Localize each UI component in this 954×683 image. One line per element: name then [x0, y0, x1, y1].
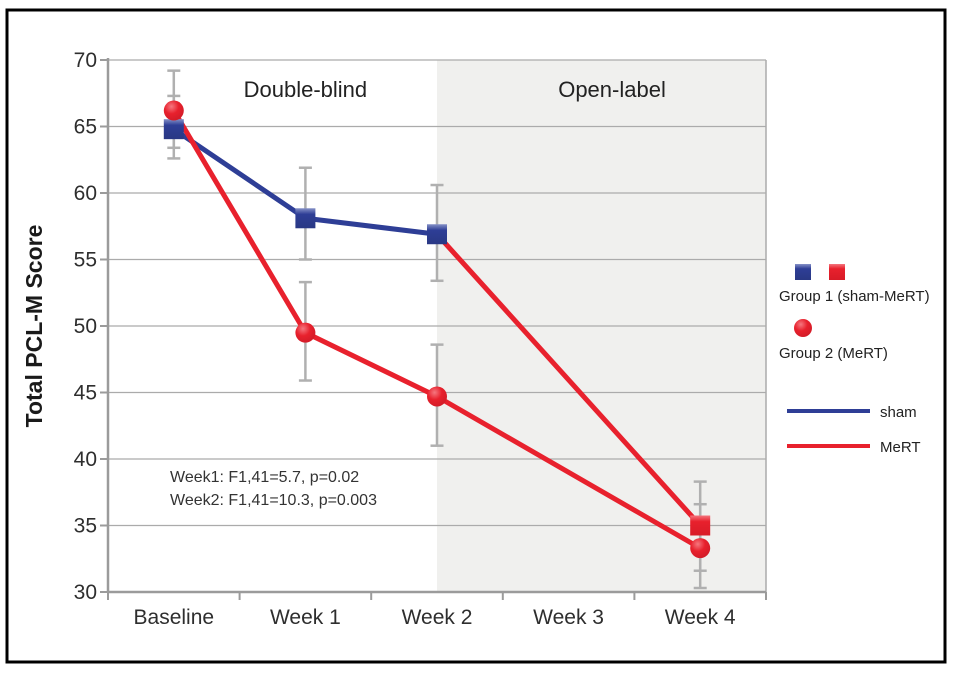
- y-tick-label-55: 55: [74, 249, 97, 272]
- marker-square-sham-week-2: [427, 224, 447, 245]
- legend-group2-circle-marker: [794, 319, 812, 337]
- phase-label-double-blind: Double-blind: [244, 77, 368, 102]
- y-tick-label-60: 60: [74, 182, 97, 205]
- plot-area: 30 35 40 45 50 55 60 65 70 Baseline Week 1 Week 2 We…: [74, 49, 767, 629]
- stats-annotation-week1: Week1: F1,41=5.7, p=0.02: [170, 469, 359, 486]
- y-tick-label-30: 30: [74, 581, 97, 604]
- marker-circle-MeRT-week-4: [690, 538, 711, 559]
- legend-sham-label: sham: [880, 404, 917, 421]
- phase-label-open-label: Open-label: [558, 77, 666, 102]
- y-tick-label-50: 50: [74, 315, 97, 338]
- legend: Group 1 (sham-MeRT) Group 2 (MeRT) sham …: [779, 264, 930, 456]
- x-category-label-1: Baseline: [134, 606, 215, 629]
- series-line-sham-segment-2: [434, 231, 703, 528]
- y-tick-label-45: 45: [74, 382, 97, 405]
- x-category-label-4: Week 3: [533, 606, 604, 629]
- stats-annotation: Week1: F1,41=5.7, p=0.02 Week2: F1,41=10…: [170, 469, 377, 509]
- y-tick-label-65: 65: [74, 116, 97, 139]
- legend-group1-blue-square-marker: [795, 264, 811, 280]
- legend-group2-label: Group 2 (MeRT): [779, 345, 888, 362]
- marker-circle-MeRT-baseline: [163, 100, 184, 121]
- marker-square-sham-week-1: [295, 208, 316, 229]
- x-category-label-3: Week 2: [402, 606, 473, 629]
- x-category-label-5: Week 4: [665, 606, 736, 629]
- legend-group1-red-square-marker: [829, 264, 845, 280]
- stats-annotation-week2: Week2: F1,41=10.3, p=0.003: [170, 492, 377, 509]
- y-tick-label-40: 40: [74, 448, 97, 471]
- x-category-label-2: Week 1: [270, 606, 341, 629]
- y-tick-label-35: 35: [74, 515, 97, 538]
- y-tick-label-70: 70: [74, 49, 97, 72]
- marker-circle-MeRT-week-2: [427, 386, 447, 407]
- series-line-MeRT-segment-1: [171, 108, 703, 551]
- legend-group1-label: Group 1 (sham-MeRT): [779, 288, 930, 305]
- y-axis-title: Total PCL-M Score: [21, 225, 47, 428]
- marker-square-sham-week-4: [690, 515, 711, 536]
- marker-square-sham-baseline: [163, 119, 184, 140]
- legend-mert-label: MeRT: [880, 439, 921, 456]
- marker-circle-MeRT-week-1: [295, 322, 316, 343]
